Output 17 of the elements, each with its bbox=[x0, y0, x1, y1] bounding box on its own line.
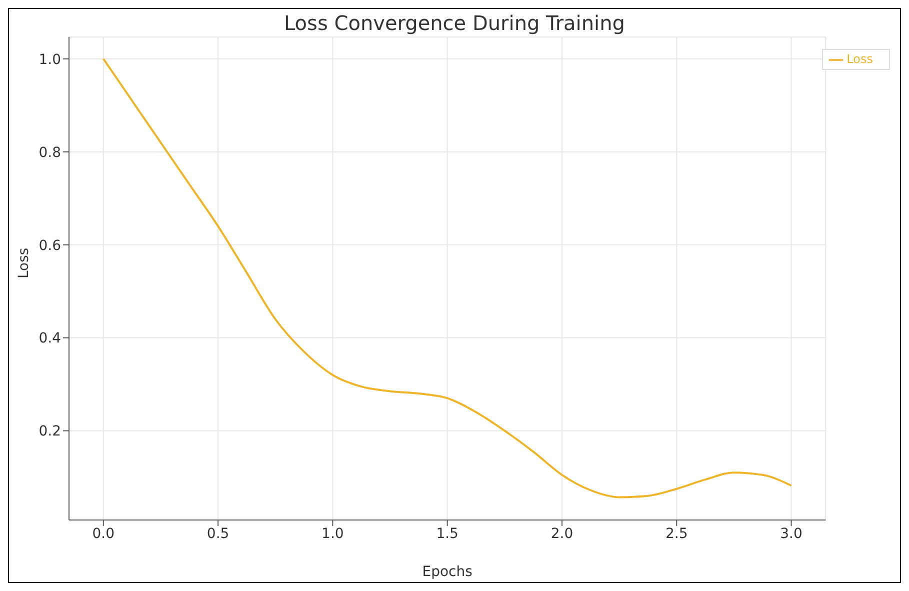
x-tick-label: 1.0 bbox=[322, 526, 344, 542]
y-tick-label: 1.0 bbox=[38, 52, 61, 68]
x-axis-title: Epochs bbox=[422, 564, 472, 580]
x-tick-label: 0.5 bbox=[206, 526, 230, 542]
legend-label: Loss bbox=[846, 52, 873, 66]
x-tick-label: 2.0 bbox=[550, 526, 574, 542]
x-tick-label: 1.5 bbox=[436, 526, 458, 542]
line-series bbox=[102, 58, 792, 498]
x-tick-label: 3.0 bbox=[780, 526, 802, 542]
chart-title: Loss Convergence During Training bbox=[283, 11, 626, 35]
y-tick-label: 0.6 bbox=[38, 238, 62, 254]
y-tick-label: 0.4 bbox=[38, 330, 62, 347]
y-axis-title: Loss bbox=[16, 248, 32, 278]
x-tick-label: 0.0 bbox=[92, 526, 115, 542]
y-tick-label: 0.2 bbox=[38, 424, 61, 440]
x-tick-label: 2.5 bbox=[666, 526, 688, 542]
y-tick-label: 0.8 bbox=[38, 144, 61, 161]
